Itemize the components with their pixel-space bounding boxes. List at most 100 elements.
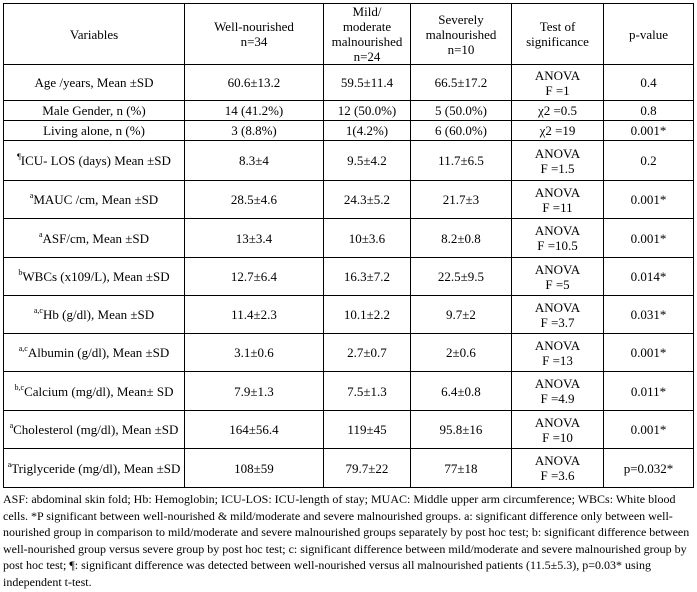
- table-row: bWBCs (x109/L), Mean ±SD 12.7±6.4 16.3±7.2…: [3, 257, 694, 296]
- value-cell: 8.3±4: [184, 140, 324, 181]
- cell-line: n=34: [240, 34, 268, 49]
- header-cell: Test of significance: [511, 3, 604, 65]
- cell-line: Mild/ moderate: [342, 4, 392, 34]
- footnote-marker: a: [7, 459, 12, 469]
- table-row: Male Gender, n (%) 14 (41.2%) 12 (50.0%) 5 …: [3, 100, 694, 121]
- cell-line: F =3.7: [540, 314, 575, 330]
- cell-line: F =5: [545, 276, 570, 292]
- cell-line: ANOVA: [534, 376, 581, 391]
- variable-name: ICU- LOS (days) Mean ±SD: [20, 153, 171, 168]
- variable-name: Calcium (mg/dl), Mean± SD: [24, 383, 174, 399]
- cell-line: ANOVA: [534, 223, 581, 238]
- table-row: a,cAlbumin (g/dl), Mean ±SD 3.1±0.6 2.7±0.…: [3, 333, 694, 372]
- value-cell: 9.7±2: [410, 295, 512, 334]
- variable-name: ASF/cm, Mean ±SD: [42, 230, 149, 246]
- cell-line: F =4.9: [540, 391, 575, 406]
- value-cell: 66.5±17.2: [410, 64, 512, 101]
- test-cell: ANOVA F =3.7: [511, 295, 604, 334]
- footnote: ASF: abdominal skin fold; Hb: Hemoglobin…: [3, 492, 690, 589]
- table-row: aASF/cm, Mean ±SD 13±3.4 10±3.6 8.2±0.8 ANOV…: [3, 218, 694, 258]
- test-cell: ANOVA F =1.5: [511, 140, 604, 181]
- cell-line: n=24: [353, 49, 381, 64]
- variable-cell: aCholesterol (mg/dl), Mean ±SD: [3, 410, 185, 449]
- value-cell: 11.4±2.3: [184, 295, 324, 334]
- variable-cell: aMAUC /cm, Mean ±SD: [3, 180, 185, 219]
- p-value-cell: 0.001*: [603, 410, 694, 449]
- cell-line: F =1.5: [540, 160, 575, 176]
- footnote-marker: a: [9, 421, 14, 430]
- value-cell: 12.7±6.4: [184, 257, 324, 296]
- value-cell: 24.3±5.2: [323, 180, 411, 219]
- value-cell: 10.1±2.2: [323, 295, 411, 334]
- table-row: ¶ICU- LOS (days) Mean ±SD 8.3±4 9.5±4.2 11.…: [3, 140, 694, 181]
- cell-line: Well-nourished: [214, 19, 294, 34]
- cell-line: significance: [526, 34, 589, 49]
- value-cell: 2±0.6: [410, 333, 512, 372]
- cell-line: F =1: [545, 82, 570, 98]
- table-body: Age /years, Mean ±SD 60.6±13.2 59.5±11.4 66…: [3, 64, 694, 488]
- header-cell: p-value: [603, 3, 694, 65]
- variable-name: Living alone, n (%): [43, 123, 145, 138]
- cell-line: ANOVA: [534, 414, 581, 430]
- header-cell: Variables: [3, 3, 185, 65]
- value-cell: 12 (50.0%): [323, 100, 411, 121]
- variable-name: MAUC /cm, Mean ±SD: [33, 192, 159, 207]
- cell-line: Variables: [69, 26, 119, 42]
- p-value-cell: 0.2: [603, 140, 694, 181]
- cell-line: ANOVA: [534, 261, 581, 277]
- value-cell: 28.5±4.6: [184, 180, 324, 219]
- value-cell: 10±3.6: [323, 218, 411, 258]
- test-cell: χ2 =19: [511, 120, 604, 141]
- variable-cell: bWBCs (x109/L), Mean ±SD: [3, 257, 185, 296]
- cell-line: n=10: [447, 41, 475, 57]
- p-value-cell: 0.001*: [603, 218, 694, 258]
- p-value-cell: 0.014*: [603, 257, 694, 296]
- value-cell: 16.3±7.2: [323, 257, 411, 296]
- variable-cell: ¶ICU- LOS (days) Mean ±SD: [3, 140, 185, 181]
- table-row: aCholesterol (mg/dl), Mean ±SD 164±56.4 11…: [3, 410, 694, 449]
- p-value-cell: 0.001*: [603, 180, 694, 219]
- table-row: Living alone, n (%) 3 (8.8%) 1(4.2%) 6 (60.…: [3, 120, 694, 141]
- variable-name: Triglyceride (mg/dl), Mean ±SD: [11, 460, 181, 476]
- value-cell: 2.7±0.7: [323, 333, 411, 372]
- test-cell: ANOVA F =13: [511, 333, 604, 372]
- header-cell: Severely malnourished n=10: [410, 3, 512, 65]
- test-cell: ANOVA F =10.5: [511, 218, 604, 258]
- variable-cell: Male Gender, n (%): [3, 100, 185, 121]
- cell-line: F =13: [542, 352, 573, 368]
- p-value-cell: 0.4: [603, 64, 694, 101]
- value-cell: 3.1±0.6: [184, 333, 324, 372]
- table-row: b,cCalcium (mg/dl), Mean± SD 7.9±1.3 7.5±1…: [3, 371, 694, 411]
- test-cell: ANOVA F =10: [511, 410, 604, 449]
- value-cell: 164±56.4: [184, 410, 324, 449]
- test-cell: ANOVA F =4.9: [511, 371, 604, 411]
- table-row: aTriglyceride (mg/dl), Mean ±SD 108±59 79.…: [3, 448, 694, 488]
- cell-line: ANOVA: [534, 299, 581, 315]
- variable-name: Albumin (g/dl), Mean ±SD: [27, 345, 170, 360]
- cell-line: F =3.6: [540, 468, 575, 483]
- value-cell: 14 (41.2%): [184, 100, 324, 121]
- variable-name: Age /years, Mean ±SD: [34, 75, 154, 90]
- cell-line: ANOVA: [534, 337, 581, 353]
- cell-line: malnourished: [331, 34, 403, 49]
- variable-cell: b,cCalcium (mg/dl), Mean± SD: [3, 371, 185, 411]
- test-cell: χ2 =0.5: [511, 100, 604, 121]
- value-cell: 119±45: [323, 410, 411, 449]
- cell-line: χ2 =0.5: [537, 103, 578, 118]
- value-cell: 11.7±6.5: [410, 140, 512, 181]
- test-cell: ANOVA F =11: [511, 180, 604, 219]
- cell-line: ANOVA: [534, 145, 581, 161]
- test-cell: ANOVA F =1: [511, 64, 604, 101]
- value-cell: 6.4±0.8: [410, 371, 512, 411]
- table-row: aMAUC /cm, Mean ±SD 28.5±4.6 24.3±5.2 21.7±…: [3, 180, 694, 219]
- value-cell: 3 (8.8%): [184, 120, 324, 141]
- cell-line: ANOVA: [534, 67, 581, 83]
- value-cell: 59.5±11.4: [323, 64, 411, 101]
- p-value-cell: 0.8: [603, 100, 694, 121]
- footnote-marker: a: [38, 229, 43, 239]
- value-cell: 1(4.2%): [323, 120, 411, 141]
- value-cell: 95.8±16: [410, 410, 512, 449]
- cell-line: χ2 =19: [539, 123, 576, 138]
- value-cell: 8.2±0.8: [410, 218, 512, 258]
- variable-name: Hb (g/dl), Mean ±SD: [42, 307, 155, 322]
